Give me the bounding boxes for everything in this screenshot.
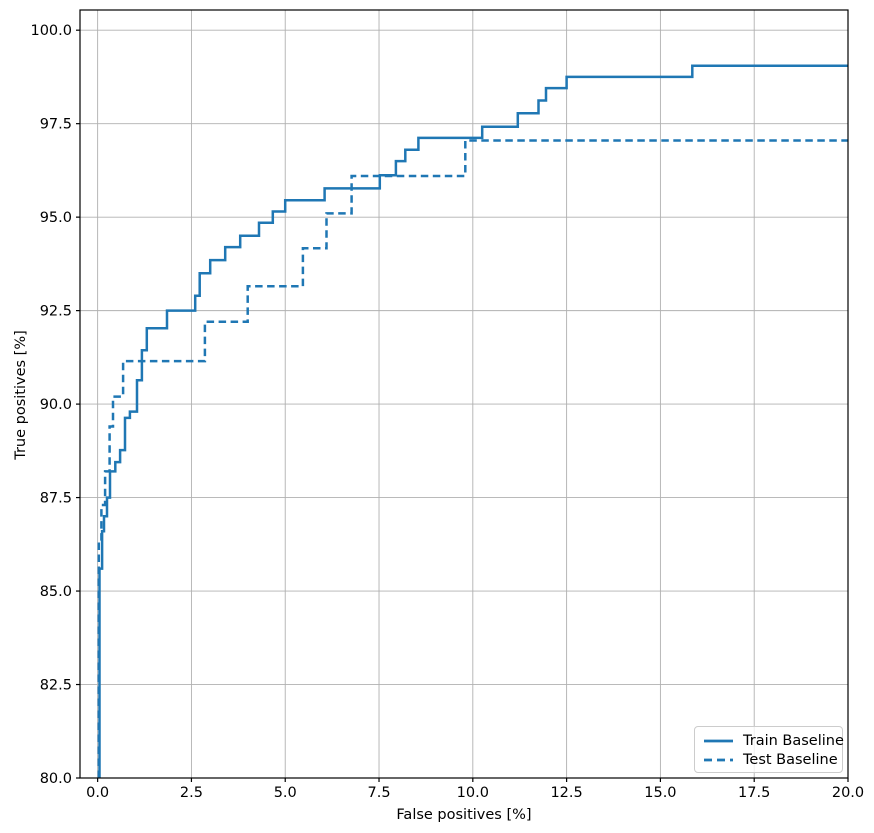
y-tick-label: 80.0 [40, 771, 72, 787]
axes-border [79, 9, 849, 779]
legend-item-test: Test Baseline [703, 751, 838, 771]
test-baseline-curve [97, 139, 848, 778]
y-tick-label: 90.0 [40, 397, 72, 413]
x-tick-label: 2.5 [180, 785, 203, 801]
x-axis-label: False positives [%] [396, 807, 532, 823]
train-line-sample [704, 739, 733, 743]
y-tick-label: 95.0 [40, 210, 72, 226]
test-line-sample [704, 758, 733, 762]
y-axis-label: True positives [%] [13, 330, 29, 460]
x-tick-label: 0.0 [86, 785, 109, 801]
x-tick-label: 7.5 [367, 785, 390, 801]
legend-item-train: Train Baseline [703, 731, 844, 751]
y-tick-label: 97.5 [40, 117, 72, 133]
x-tick-label: 5.0 [274, 785, 297, 801]
x-tick-label: 20.0 [832, 785, 864, 801]
y-tick-label: 85.0 [40, 584, 72, 600]
train-baseline-curve [98, 64, 848, 778]
legend: Train Baseline Test Baseline [694, 726, 844, 773]
x-tick-label: 10.0 [457, 785, 489, 801]
x-tick-label: 12.5 [550, 785, 582, 801]
y-tick-label: 100.0 [30, 23, 72, 39]
y-tick-label: 87.5 [40, 491, 72, 507]
y-tick-label: 82.5 [40, 678, 72, 694]
x-tick-label: 17.5 [738, 785, 770, 801]
y-tick-label: 92.5 [40, 304, 72, 320]
x-tick-label: 15.0 [644, 785, 676, 801]
legend-label-test: Test Baseline [743, 752, 838, 769]
legend-label-train: Train Baseline [743, 732, 844, 749]
